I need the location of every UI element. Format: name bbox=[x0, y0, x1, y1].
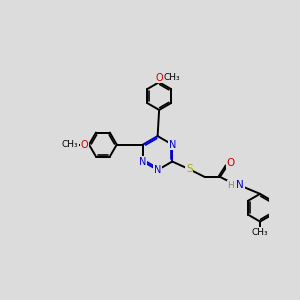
Text: N: N bbox=[169, 140, 176, 150]
Text: H: H bbox=[227, 181, 234, 190]
Text: N: N bbox=[236, 180, 244, 190]
Text: O: O bbox=[227, 158, 235, 168]
Text: CH₃: CH₃ bbox=[252, 228, 268, 237]
Text: O: O bbox=[81, 140, 88, 150]
Text: O: O bbox=[155, 73, 163, 82]
Text: N: N bbox=[139, 157, 147, 166]
Text: CH₃: CH₃ bbox=[61, 140, 78, 149]
Text: CH₃: CH₃ bbox=[164, 73, 181, 82]
Text: N: N bbox=[154, 165, 161, 175]
Text: S: S bbox=[186, 164, 193, 174]
